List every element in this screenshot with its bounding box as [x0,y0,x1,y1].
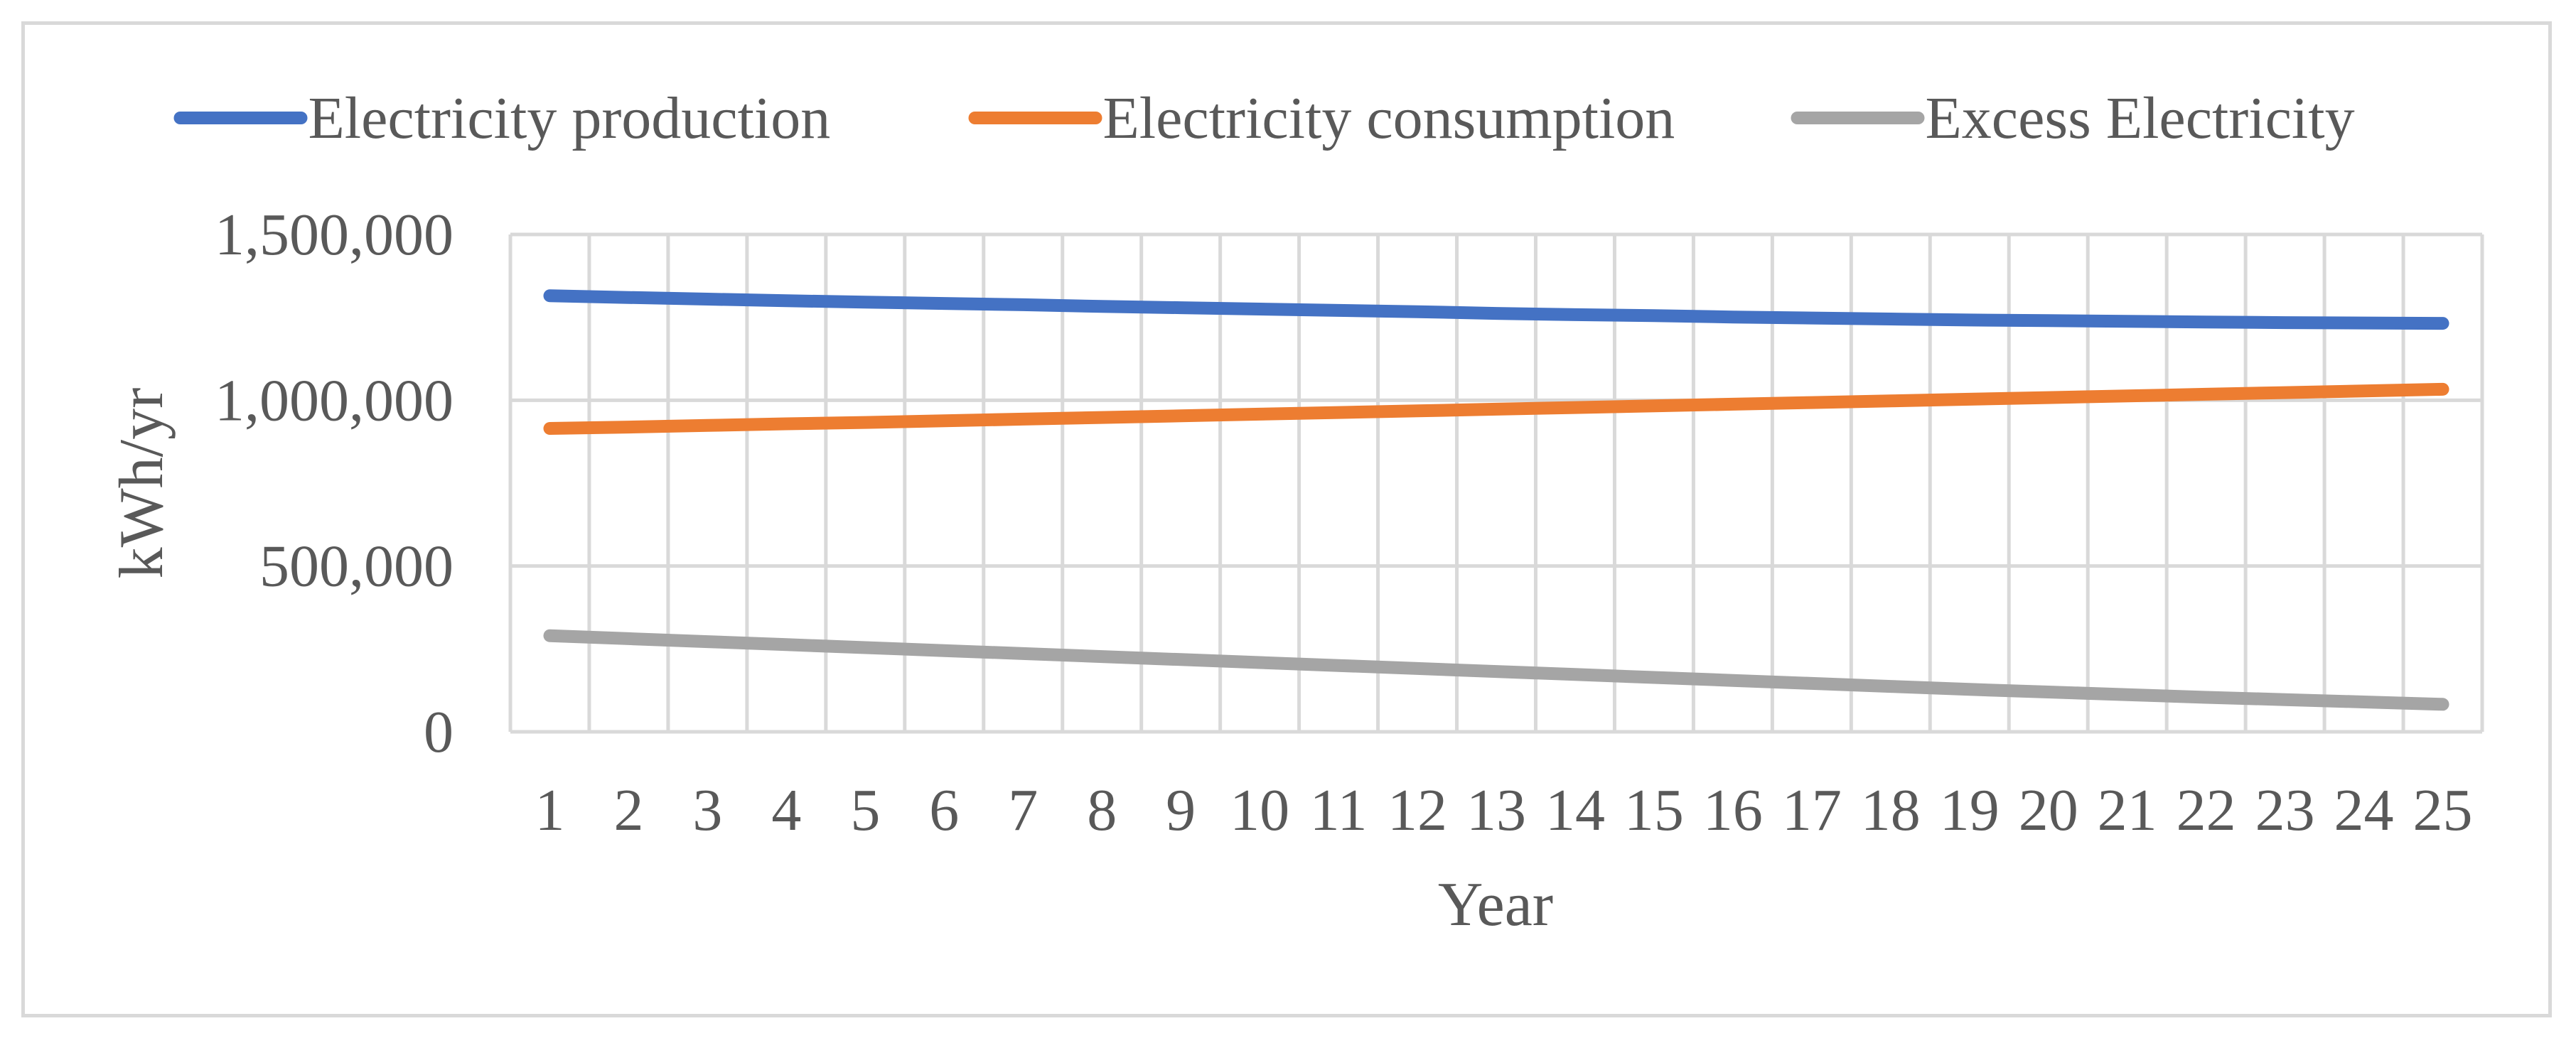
x-tick-label: 15 [1624,777,1684,843]
legend-label: Electricity production [308,85,831,151]
x-tick-label: 5 [850,777,880,843]
x-tick-label: 2 [613,777,643,843]
x-tick-label: 10 [1230,777,1289,843]
series-line-2 [543,382,2449,435]
x-tick-label: 6 [929,777,959,843]
x-tick-label: 9 [1166,777,1196,843]
x-tick-label: 12 [1388,777,1447,843]
legend-label: Electricity consumption [1103,85,1675,151]
x-tick-label: 20 [2019,777,2078,843]
x-tick-label: 23 [2255,777,2315,843]
series-line-3 [543,629,2449,711]
y-tick-label: 1,500,000 [215,202,454,268]
chart-frame [21,21,2552,1017]
legend: Electricity production Electricity consum… [173,85,2355,151]
x-tick-label: 21 [2098,777,2157,843]
x-tick-label: 4 [771,777,801,843]
y-axis-tick-labels: 0 500,000 1,000,000 1,500,000 [215,202,454,765]
x-tick-label: 13 [1466,777,1526,843]
x-tick-label: 19 [1940,777,2000,843]
x-tick-label: 18 [1861,777,1921,843]
legend-item-2: Electricity consumption [968,85,1675,151]
series-line-1 [543,289,2449,330]
x-axis-tick-labels: 1 2 3 4 5 6 7 8 9 10 11 12 13 14 15 16 17 18 19 20 21 22 23 24 2… [535,777,2472,843]
y-tick-label: 500,000 [259,534,454,600]
y-tick-label: 0 [424,699,454,765]
x-tick-label: 3 [692,777,722,843]
x-tick-label: 1 [535,777,564,843]
x-tick-label: 22 [2177,777,2236,843]
series-lines [543,289,2449,711]
x-tick-label: 16 [1703,777,1763,843]
x-tick-label: 7 [1008,777,1038,843]
x-tick-label: 24 [2334,777,2394,843]
x-tick-label: 17 [1782,777,1842,843]
y-axis-title: kWh/yr [107,388,176,579]
x-axis-title: Year [1438,870,1553,939]
x-tick-label: 14 [1545,777,1605,843]
x-tick-label: 8 [1087,777,1117,843]
x-tick-label: 11 [1310,777,1368,843]
legend-item-1: Electricity production [173,85,831,151]
legend-item-3: Excess Electricity [1791,85,2355,151]
legend-label: Excess Electricity [1926,85,2355,151]
y-tick-label: 1,000,000 [215,367,454,433]
x-tick-label: 25 [2413,777,2473,843]
